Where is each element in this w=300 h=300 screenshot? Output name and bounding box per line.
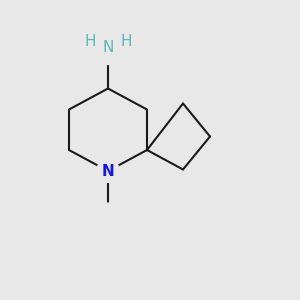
Text: H: H bbox=[84, 34, 96, 50]
Text: H: H bbox=[120, 34, 132, 50]
Text: N: N bbox=[102, 40, 114, 56]
Circle shape bbox=[92, 32, 124, 64]
Text: N: N bbox=[102, 164, 114, 178]
Circle shape bbox=[97, 160, 119, 182]
Circle shape bbox=[100, 203, 116, 220]
